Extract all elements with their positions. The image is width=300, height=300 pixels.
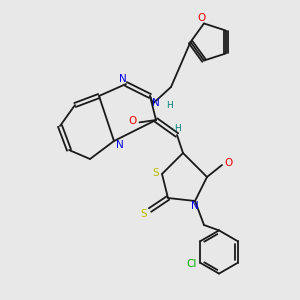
Text: O: O bbox=[129, 116, 137, 126]
Text: N: N bbox=[191, 201, 199, 212]
Text: H: H bbox=[166, 100, 173, 109]
Text: O: O bbox=[198, 13, 206, 23]
Text: Cl: Cl bbox=[187, 259, 197, 269]
Text: S: S bbox=[140, 208, 147, 219]
Text: N: N bbox=[118, 74, 126, 84]
Text: H: H bbox=[174, 124, 181, 133]
Text: O: O bbox=[224, 158, 233, 168]
Text: N: N bbox=[116, 140, 123, 150]
Text: S: S bbox=[152, 167, 159, 178]
Text: N: N bbox=[152, 98, 160, 109]
